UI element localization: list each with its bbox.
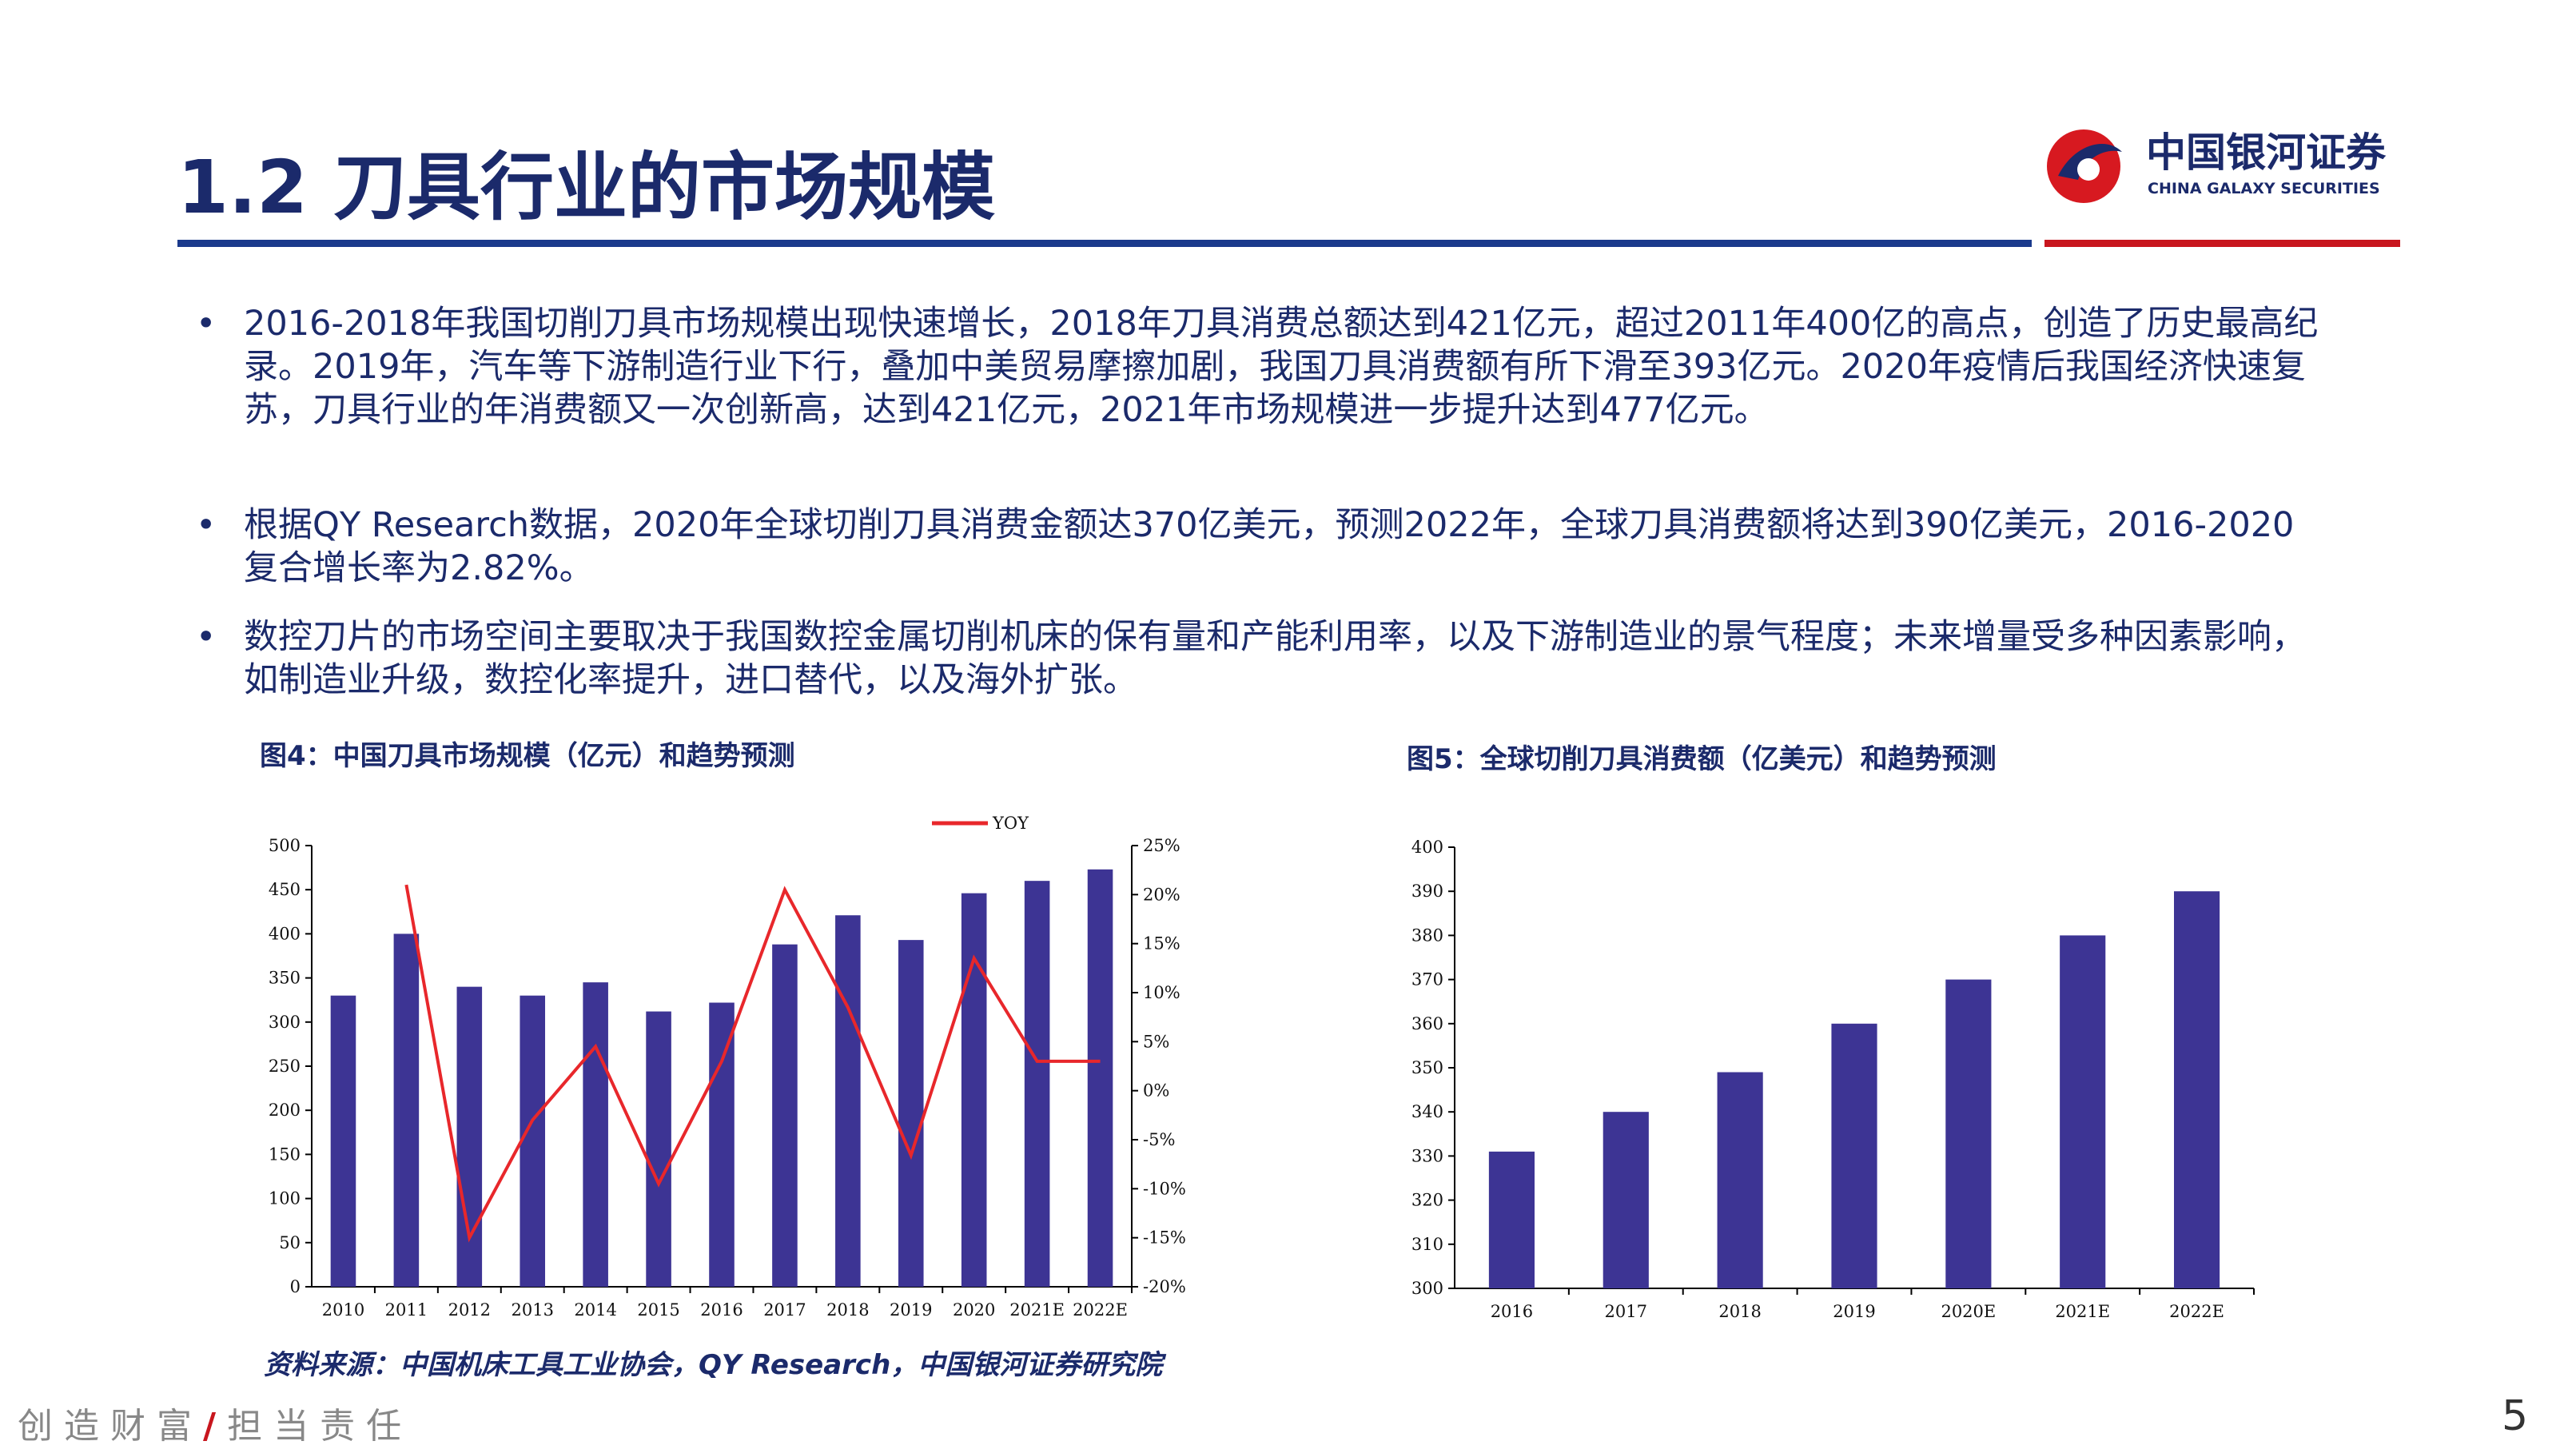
bar [1717,1072,1763,1288]
legend-label: YOY [992,814,1029,833]
x-tick-label: 2010 [322,1300,364,1320]
y-tick-label: 370 [1411,970,1443,989]
y2-tick-label: 25% [1143,836,1181,855]
bar [961,893,987,1287]
y-tick-label: 150 [269,1144,301,1164]
bar [646,1011,671,1287]
y2-tick-label: 10% [1143,983,1181,1002]
title-rule [177,240,2032,247]
chart-title: 图5：全球切削刀具消费额（亿美元）和趋势预测 [1407,743,1997,775]
y2-tick-label: 20% [1143,885,1181,904]
chart-title: 图4：中国刀具市场规模（亿元）和趋势预测 [260,740,795,772]
x-tick-label: 2021E [2055,1302,2110,1321]
bar [520,995,546,1287]
slogan-left: 创造财富 [18,1406,203,1447]
bar [330,995,356,1287]
x-tick-label: 2017 [1605,1302,1647,1321]
y-tick-label: 380 [1411,926,1443,945]
y-tick-label: 250 [269,1057,301,1076]
bar [1945,979,1992,1288]
logo-cn: 中国银河证券 [2146,129,2387,176]
x-tick-label: 2014 [574,1300,616,1320]
y-tick-label: 0 [290,1277,301,1296]
x-tick-label: 2019 [890,1300,932,1320]
slide-title: 1.2 刀具行业的市场规模 [177,145,996,230]
logo-en: CHINA GALAXY SECURITIES [2148,180,2380,197]
y2-tick-label: -20% [1143,1277,1186,1296]
x-tick-label: 2013 [512,1300,554,1320]
bar [2174,891,2220,1288]
slogan-sep: / [203,1406,228,1447]
line [404,884,1101,1243]
slogan-right: 担当责任 [227,1406,413,1447]
y-tick-label: 390 [1411,882,1443,901]
y2-tick-label: -10% [1143,1179,1186,1198]
chart: 300 310 320 330 340 350 360 370 380 390 400 2016 201… [1411,838,2255,1321]
y-tick-label: 300 [1411,1279,1443,1298]
bullet-dot: • [196,505,217,545]
y-tick-label: 360 [1411,1014,1443,1033]
x-tick-label: 2018 [1718,1302,1761,1321]
bar [1488,1151,1535,1288]
x-tick-label: 2016 [1491,1302,1533,1321]
y2-tick-label: -15% [1143,1228,1186,1248]
bar [393,933,420,1287]
y-tick-label: 350 [1411,1058,1443,1077]
logo-swoosh [2058,144,2122,180]
bullet: 数控刀片的市场空间主要取决于我国数控金属切削机床的保有量和产能利用率，以及下游制… [244,617,2306,700]
source: 资料来源：中国机床工具工业协会，QY Research，中国银河证券研究院 [264,1349,1163,1381]
bar [1024,881,1050,1287]
bar [583,982,608,1287]
logo-dot [2077,158,2100,181]
y-tick-label: 300 [269,1013,301,1032]
y-tick-label: 100 [269,1189,301,1208]
x-tick-label: 2016 [700,1300,743,1320]
x-tick-label: 2017 [763,1300,806,1320]
y-tick-label: 50 [279,1233,301,1252]
logo: 中国银河证券 CHINA GALAXY SECURITIES [2047,129,2387,203]
bar [898,940,924,1287]
bar [1831,1023,1877,1288]
x-tick-label: 2022E [1073,1300,1128,1320]
y-tick-label: 400 [1411,838,1443,857]
bullet: 根据QY Research数据，2020年全球切削刀具消费金额达370亿美元，预… [244,505,2295,588]
bullet-dot: • [196,617,217,657]
bar [2060,935,2106,1288]
y-tick-label: 450 [269,880,301,899]
bar [709,1002,735,1287]
page-number: 5 [2502,1392,2529,1440]
x-tick-label: 2015 [637,1300,679,1320]
y-tick-label: 400 [269,924,301,943]
x-tick-label: 2012 [448,1300,491,1320]
y2-tick-label: 0% [1143,1081,1169,1101]
y2-tick-label: -5% [1143,1130,1175,1149]
x-tick-label: 2011 [385,1300,428,1320]
y-tick-label: 500 [269,836,301,855]
bullet: 2016-2018年我国切削刀具市场规模出现快速增长，2018年刀具消费总额达到… [244,304,2319,430]
bar [456,986,483,1287]
x-tick-label: 2021E [1009,1300,1065,1320]
y-tick-label: 320 [1411,1191,1443,1210]
y-tick-label: 200 [269,1101,301,1120]
chart: 0 50 100 150 200 250 300 350 400 450 500 -20% -15% -1… [269,814,1186,1320]
bar [772,944,798,1287]
y-tick-label: 330 [1411,1146,1443,1165]
x-tick-label: 2022E [2169,1302,2224,1321]
y2-tick-label: 15% [1143,934,1181,953]
x-tick-label: 2019 [1833,1302,1875,1321]
y-tick-label: 350 [269,969,301,988]
y-tick-label: 310 [1411,1235,1443,1254]
bar [1603,1112,1649,1288]
title-rule-red [2044,240,2400,247]
y2-tick-label: 5% [1143,1032,1169,1051]
bar [835,915,861,1287]
x-tick-label: 2020E [1941,1302,1996,1321]
bar [1087,869,1113,1287]
y-tick-label: 340 [1411,1102,1443,1121]
x-tick-label: 2020 [953,1300,995,1320]
x-tick-label: 2018 [826,1300,869,1320]
bullet-dot: • [196,304,217,344]
footer-slogan: 创造财富/担当责任 [18,1397,412,1448]
